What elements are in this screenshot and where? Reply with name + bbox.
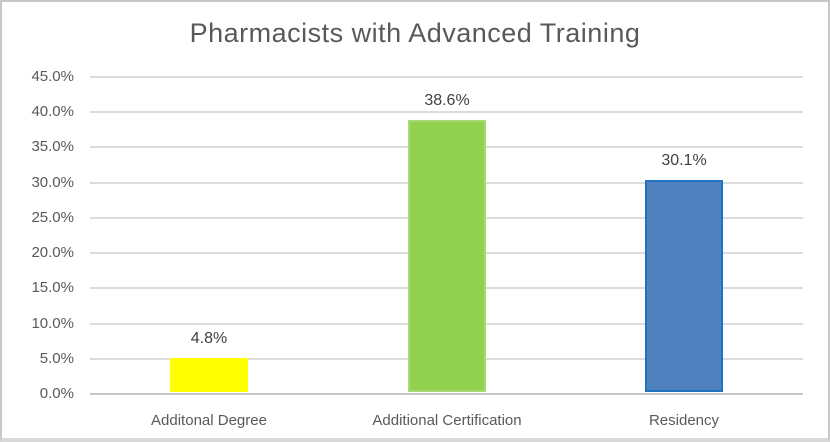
y-axis-tick-label: 40.0% [31, 103, 74, 120]
x-axis-category-label: Additional Certification [372, 412, 522, 429]
bar-data-label: 30.1% [661, 152, 707, 169]
bar-additional-certification [408, 120, 486, 392]
y-axis-tick-label: 0.0% [39, 385, 74, 402]
gridline [90, 111, 803, 113]
y-axis-tick-label: 30.0% [31, 174, 74, 191]
x-axis-category-label: Residency [648, 412, 720, 429]
y-axis-tick-label: 5.0% [39, 350, 74, 367]
plot-area: 4.8% Additonal Degree 38.6% Additional Cert… [90, 76, 803, 429]
bar-data-label: 4.8% [190, 330, 228, 347]
y-axis-tick-label: 35.0% [31, 138, 74, 155]
bar-data-label: 38.6% [424, 92, 470, 109]
y-axis-tick-label: 25.0% [31, 209, 74, 226]
y-axis-tick-label: 45.0% [31, 68, 74, 85]
gridline [90, 76, 803, 78]
bar-additonal-degree [170, 358, 248, 392]
bar-residency [645, 180, 723, 392]
chart-title: Pharmacists with Advanced Training [189, 18, 641, 48]
x-axis-category-label: Additonal Degree [151, 412, 267, 429]
y-axis-tick-label: 20.0% [31, 244, 74, 261]
x-axis-line [90, 393, 803, 395]
y-axis-tick-label: 15.0% [31, 279, 74, 296]
y-axis-tick-label: 10.0% [31, 315, 74, 332]
